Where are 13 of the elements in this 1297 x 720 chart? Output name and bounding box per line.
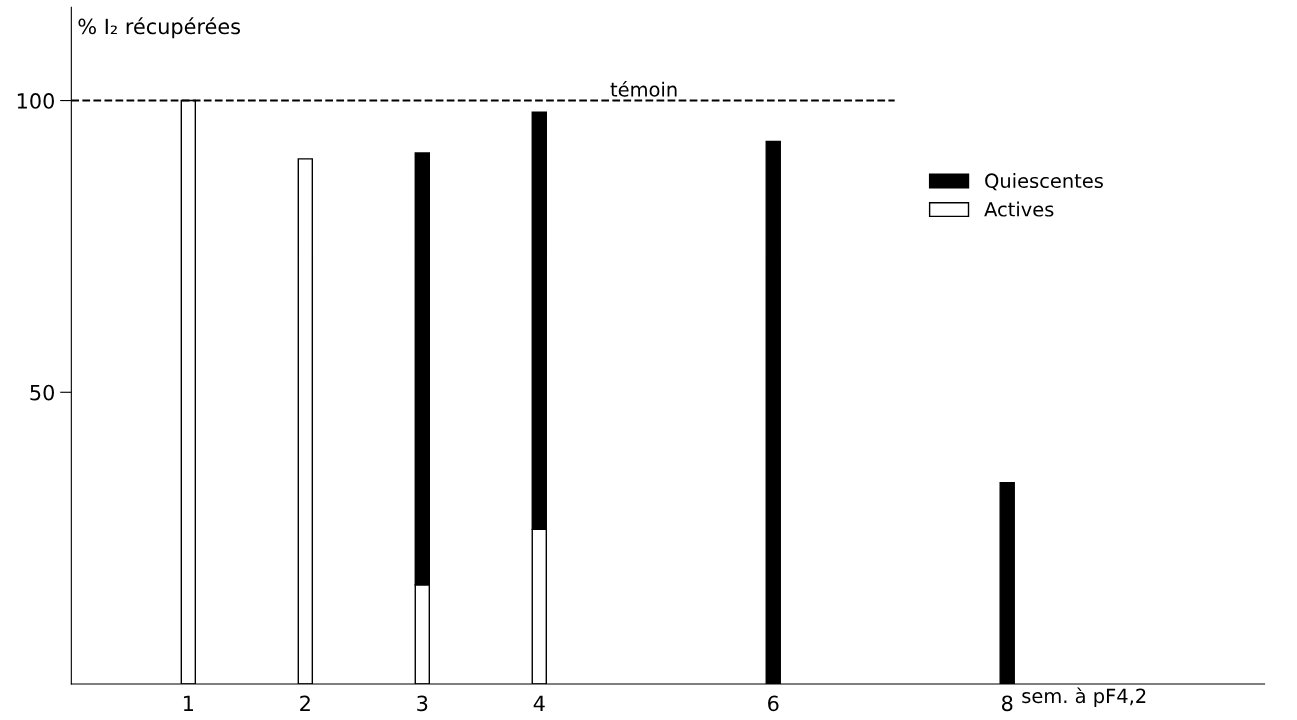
x-tick-label: 2 [300, 695, 310, 711]
ref-line-label: témoin [610, 80, 677, 97]
y-tick-label: 50 [30, 384, 54, 401]
x-tick-label: 3 [417, 695, 428, 712]
y-tick-label: 100 [17, 93, 54, 109]
legend-label: Actives [984, 201, 1054, 217]
x-tick-label: 6 [768, 695, 779, 712]
x-tick-label: 1 [183, 695, 194, 711]
x-tick-label: 4 [533, 695, 545, 711]
x-axis-title: sem. à pF4,2 [1022, 687, 1146, 707]
y-axis-title: % I₂ récupérées [78, 17, 241, 39]
legend-label: Quiescentes [985, 173, 1103, 191]
x-tick-label: 8 [1001, 695, 1013, 712]
